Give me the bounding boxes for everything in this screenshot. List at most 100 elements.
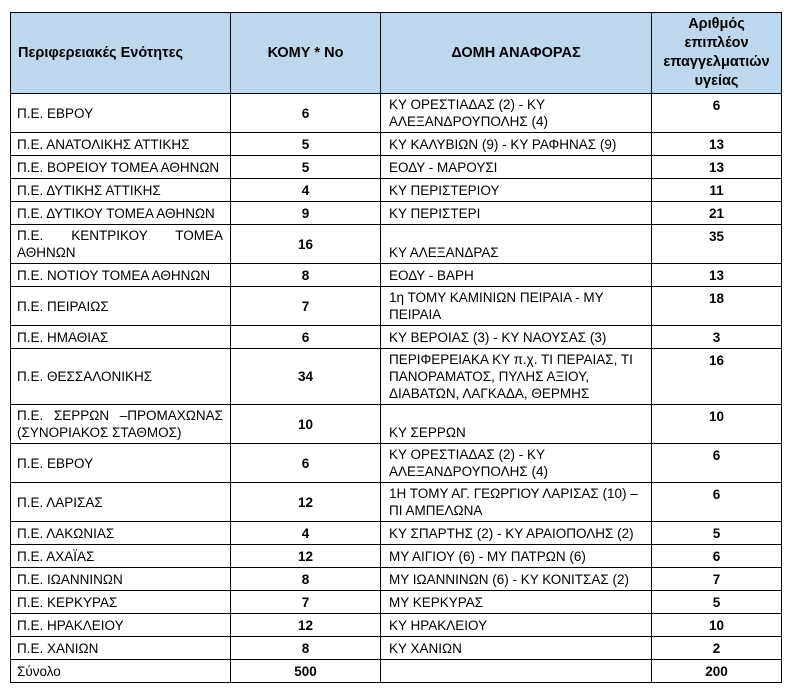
reference-structure-cell: ΜΥ ΚΕΡΚΥΡΑΣ — [380, 590, 652, 614]
region-cell: Π.Ε. ΣΕΡΡΩΝ –ΠΡΟΜΑΧΩΝΑΣ (ΣΥΝΟΡΙΑΚΟΣ ΣΤΑΘ… — [10, 404, 231, 444]
table-row: Π.Ε. ΕΒΡΟΥ 6 ΚΥ ΟΡΕΣΤΙΑΔΑΣ (2) - ΚΥ ΑΛΕΞΑΝ… — [10, 93, 782, 133]
reference-structure-cell: ΕΟΔΥ - ΜΑΡΟΥΣΙ — [380, 155, 652, 179]
komy-count-cell: 5 — [230, 155, 381, 179]
komy-count-cell: 8 — [230, 636, 381, 660]
extra-professionals-cell: 21 — [651, 201, 782, 225]
region-cell: Π.Ε. ΝΟΤΙΟΥ ΤΟΜΕΑ ΑΘΗΝΩΝ — [10, 263, 231, 287]
table-row: Π.Ε. ΑΝΑΤΟΛΙΚΗΣ ΑΤΤΙΚΗΣ 5 ΚΥ ΚΑΛΥΒΙΩΝ (9) … — [10, 132, 782, 156]
extra-professionals-cell: 2 — [651, 636, 782, 660]
extra-professionals-cell: 11 — [651, 178, 782, 202]
komy-count-cell: 4 — [230, 178, 381, 202]
extra-professionals-cell: 5 — [651, 590, 782, 614]
region-cell: Π.Ε. ΚΕΡΚΥΡΑΣ — [10, 590, 231, 614]
table-row: Π.Ε. ΘΕΣΣΑΛΟΝΙΚΗΣ 34 ΠΕΡΙΦΕΡΕΙΑΚΑ ΚΥ π.χ. … — [10, 348, 782, 405]
region-cell: Σύνολο — [10, 659, 231, 683]
reference-structure-cell: 1η ΤΟΜΥ ΚΑΜΙΝΙΩΝ ΠΕΙΡΑΙΑ - ΜΥ ΠΕΙΡΑΙΑ — [380, 286, 652, 326]
region-cell: Π.Ε. ΠΕΙΡΑΙΩΣ — [10, 286, 231, 326]
reference-structure-cell: 1Η ΤΟΜΥ ΑΓ. ΓΕΩΡΓΙΟΥ ΛΑΡΙΣΑΣ (10) – ΠΙ Α… — [380, 482, 652, 522]
region-cell: Π.Ε. ΛΑΡΙΣΑΣ — [10, 482, 231, 522]
region-cell: Π.Ε. ΧΑΝΙΩΝ — [10, 636, 231, 660]
header-regional-units: Περιφερειακές Ενότητες — [10, 12, 231, 94]
komy-count-cell: 9 — [230, 201, 381, 225]
table-row: Π.Ε. ΒΟΡΕΙΟΥ ΤΟΜΕΑ ΑΘΗΝΩΝ 5 ΕΟΔΥ - ΜΑΡΟΥΣΙ… — [10, 155, 782, 179]
table-row: Π.Ε. ΛΑΡΙΣΑΣ 12 1Η ΤΟΜΥ ΑΓ. ΓΕΩΡΓΙΟΥ ΛΑΡΙΣ… — [10, 482, 782, 522]
reference-structure-cell: ΚΥ ΟΡΕΣΤΙΑΔΑΣ (2) - ΚΥ ΑΛΕΞΑΝΔΡΟΥΠΟΛΗΣ (… — [380, 93, 652, 133]
table-row: Π.Ε. ΙΩΑΝΝΙΝΩΝ 8 ΜΥ ΙΩΑΝΝΙΝΩΝ (6) - ΚΥ ΚΟΝ… — [10, 567, 782, 591]
extra-professionals-cell: 6 — [651, 544, 782, 568]
komy-count-cell: 7 — [230, 590, 381, 614]
header-extra-health-professionals: Αριθμός επιπλέον επαγγελματιών υγείας — [651, 12, 782, 94]
extra-professionals-cell: 13 — [651, 263, 782, 287]
komy-count-cell: 7 — [230, 286, 381, 326]
region-cell: Π.Ε. ΗΡΑΚΛΕΙΟΥ — [10, 613, 231, 637]
table-row: Π.Ε. ΚΕΝΤΡΙΚΟΥ ΤΟΜΕΑ ΑΘΗΝΩΝ 16 ΚΥ ΑΛΕΞΑΝΔΡ… — [10, 224, 782, 264]
region-cell: Π.Ε. ΕΒΡΟΥ — [10, 93, 231, 133]
table-row: Π.Ε. ΚΕΡΚΥΡΑΣ 7 ΜΥ ΚΕΡΚΥΡΑΣ 5 — [10, 590, 782, 614]
komy-count-cell: 500 — [230, 659, 381, 683]
region-cell: Π.Ε. ΘΕΣΣΑΛΟΝΙΚΗΣ — [10, 348, 231, 405]
komy-count-cell: 16 — [230, 224, 381, 264]
reference-structure-cell: ΚΥ ΒΕΡΟΙΑΣ (3) - ΚΥ ΝΑΟΥΣΑΣ (3) — [380, 325, 652, 349]
reference-structure-cell: ΕΟΔΥ - ΒΑΡΗ — [380, 263, 652, 287]
reference-structure-cell: ΚΥ ΠΕΡΙΣΤΕΡΙΟΥ — [380, 178, 652, 202]
reference-structure-cell — [380, 659, 652, 683]
reference-structure-cell: ΚΥ ΑΛΕΞΑΝΔΡΑΣ — [380, 224, 652, 264]
table-body: Π.Ε. ΕΒΡΟΥ 6 ΚΥ ΟΡΕΣΤΙΑΔΑΣ (2) - ΚΥ ΑΛΕΞΑΝ… — [10, 93, 782, 683]
reference-structure-cell: ΚΥ ΣΠΑΡΤΗΣ (2) - ΚΥ ΑΡΑΙΟΠΟΛΗΣ (2) — [380, 521, 652, 545]
header-reference-structure: ΔΟΜΗ ΑΝΑΦΟΡΑΣ — [380, 12, 652, 94]
table-row: Π.Ε. ΠΕΙΡΑΙΩΣ 7 1η ΤΟΜΥ ΚΑΜΙΝΙΩΝ ΠΕΙΡΑΙΑ -… — [10, 286, 782, 326]
region-cell: Π.Ε. ΛΑΚΩΝΙΑΣ — [10, 521, 231, 545]
table-row: Π.Ε. ΔΥΤΙΚΗΣ ΑΤΤΙΚΗΣ 4 ΚΥ ΠΕΡΙΣΤΕΡΙΟΥ 11 — [10, 178, 782, 202]
komy-count-cell: 10 — [230, 404, 381, 444]
region-cell: Π.Ε. ΚΕΝΤΡΙΚΟΥ ΤΟΜΕΑ ΑΘΗΝΩΝ — [10, 224, 231, 264]
extra-professionals-cell: 200 — [651, 659, 782, 683]
extra-professionals-cell: 13 — [651, 132, 782, 156]
komy-count-cell: 6 — [230, 325, 381, 349]
extra-professionals-cell: 7 — [651, 567, 782, 591]
reference-structure-cell: ΜΥ ΑΙΓΙΟΥ (6) - ΜΥ ΠΑΤΡΩΝ (6) — [380, 544, 652, 568]
reference-structure-cell: ΚΥ ΟΡΕΣΤΙΑΔΑΣ (2) - ΚΥ ΑΛΕΞΑΝΔΡΟΥΠΟΛΗΣ (… — [380, 443, 652, 483]
komy-count-cell: 5 — [230, 132, 381, 156]
extra-professionals-cell: 6 — [651, 482, 782, 522]
region-cell: Π.Ε. ΒΟΡΕΙΟΥ ΤΟΜΕΑ ΑΘΗΝΩΝ — [10, 155, 231, 179]
reference-structure-cell: ΚΥ ΗΡΑΚΛΕΙΟΥ — [380, 613, 652, 637]
reference-structure-cell: ΚΥ ΣΕΡΡΩΝ — [380, 404, 652, 444]
region-cell: Π.Ε. ΔΥΤΙΚΗΣ ΑΤΤΙΚΗΣ — [10, 178, 231, 202]
region-cell: Π.Ε. ΙΩΑΝΝΙΝΩΝ — [10, 567, 231, 591]
table-row: Π.Ε. ΝΟΤΙΟΥ ΤΟΜΕΑ ΑΘΗΝΩΝ 8 ΕΟΔΥ - ΒΑΡΗ 13 — [10, 263, 782, 287]
health-regions-table: Περιφερειακές Ενότητες ΚΟΜΥ * Νο ΔΟΜΗ ΑΝ… — [10, 12, 782, 683]
extra-professionals-cell: 18 — [651, 286, 782, 326]
extra-professionals-cell: 5 — [651, 521, 782, 545]
extra-professionals-cell: 10 — [651, 613, 782, 637]
extra-professionals-cell: 3 — [651, 325, 782, 349]
komy-count-cell: 12 — [230, 613, 381, 637]
table-row: Π.Ε. ΗΡΑΚΛΕΙΟΥ 12 ΚΥ ΗΡΑΚΛΕΙΟΥ 10 — [10, 613, 782, 637]
total-row: Σύνολο 500 200 — [10, 659, 782, 683]
table-row: Π.Ε. ΑΧΑΪΑΣ 12 ΜΥ ΑΙΓΙΟΥ (6) - ΜΥ ΠΑΤΡΩΝ (… — [10, 544, 782, 568]
reference-structure-cell: ΚΥ ΚΑΛΥΒΙΩΝ (9) - ΚΥ ΡΑΦΗΝΑΣ (9) — [380, 132, 652, 156]
region-cell: Π.Ε. ΗΜΑΘΙΑΣ — [10, 325, 231, 349]
table-row: Π.Ε. ΕΒΡΟΥ 6 ΚΥ ΟΡΕΣΤΙΑΔΑΣ (2) - ΚΥ ΑΛΕΞΑΝ… — [10, 443, 782, 483]
region-cell: Π.Ε. ΑΧΑΪΑΣ — [10, 544, 231, 568]
extra-professionals-cell: 13 — [651, 155, 782, 179]
header-row: Περιφερειακές Ενότητες ΚΟΜΥ * Νο ΔΟΜΗ ΑΝ… — [10, 12, 782, 94]
table-row: Π.Ε. ΣΕΡΡΩΝ –ΠΡΟΜΑΧΩΝΑΣ (ΣΥΝΟΡΙΑΚΟΣ ΣΤΑΘ… — [10, 404, 782, 444]
extra-professionals-cell: 16 — [651, 348, 782, 405]
header-komy-no: ΚΟΜΥ * Νο — [230, 12, 381, 94]
region-cell: Π.Ε. ΕΒΡΟΥ — [10, 443, 231, 483]
table-row: Π.Ε. ΧΑΝΙΩΝ 8 ΚΥ ΧΑΝΙΩΝ 2 — [10, 636, 782, 660]
table-row: Π.Ε. ΔΥΤΙΚΟΥ ΤΟΜΕΑ ΑΘΗΝΩΝ 9 ΚΥ ΠΕΡΙΣΤΕΡΙ 21 — [10, 201, 782, 225]
reference-structure-cell: ΜΥ ΙΩΑΝΝΙΝΩΝ (6) - ΚΥ ΚΟΝΙΤΣΑΣ (2) — [380, 567, 652, 591]
reference-structure-cell: ΚΥ ΧΑΝΙΩΝ — [380, 636, 652, 660]
extra-professionals-cell: 6 — [651, 443, 782, 483]
region-cell: Π.Ε. ΑΝΑΤΟΛΙΚΗΣ ΑΤΤΙΚΗΣ — [10, 132, 231, 156]
reference-structure-cell: ΚΥ ΠΕΡΙΣΤΕΡΙ — [380, 201, 652, 225]
komy-count-cell: 6 — [230, 443, 381, 483]
komy-count-cell: 8 — [230, 263, 381, 287]
extra-professionals-cell: 6 — [651, 93, 782, 133]
komy-count-cell: 34 — [230, 348, 381, 405]
reference-structure-cell: ΠΕΡΙΦΕΡΕΙΑΚΑ ΚΥ π.χ. ΤΙ ΠΕΡΑΙΑΣ, ΤΙ ΠΑΝΟ… — [380, 348, 652, 405]
extra-professionals-cell: 10 — [651, 404, 782, 444]
region-cell: Π.Ε. ΔΥΤΙΚΟΥ ΤΟΜΕΑ ΑΘΗΝΩΝ — [10, 201, 231, 225]
